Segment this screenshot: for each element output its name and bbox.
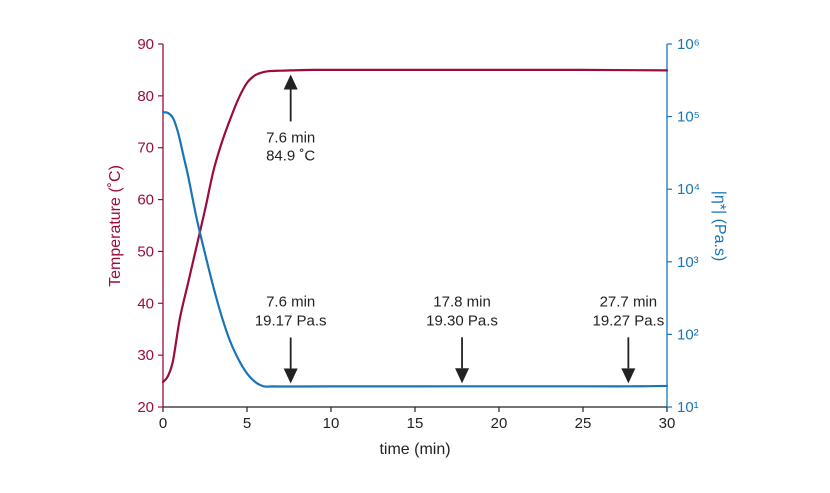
- y-right-tick-label: 10¹: [677, 399, 699, 416]
- annotation-label: 17.8 min: [433, 293, 491, 310]
- x-tick-label: 10: [323, 415, 340, 432]
- x-tick-label: 0: [159, 415, 167, 432]
- y-left-tick-label: 50: [137, 243, 154, 260]
- annotation-label: 19.17 Pa.s: [255, 312, 327, 329]
- y-right-tick-label: 10⁴: [677, 181, 700, 198]
- y-right-axis-title: |η*| (Pa.s): [711, 191, 728, 262]
- y-left-tick-label: 70: [137, 140, 154, 157]
- y-left-tick-label: 40: [137, 295, 154, 312]
- y-left-axis-title: Temperature (˚C): [107, 165, 124, 287]
- y-right-tick-label: 10⁶: [677, 36, 700, 53]
- annotation-arrow-head: [283, 368, 298, 384]
- y-left-tick-label: 90: [137, 36, 154, 53]
- y-right-tick-label: 10⁵: [677, 109, 700, 126]
- annotation: 27.7 min 19.27 Pa.s: [593, 293, 665, 384]
- temperature-series-line: [161, 68, 669, 384]
- annotation-arrow-head: [621, 368, 636, 384]
- series-layer: [161, 68, 669, 388]
- x-tick-label: 25: [575, 415, 592, 432]
- y-left-tick-label: 60: [137, 192, 154, 209]
- x-axis-title: time (min): [379, 441, 450, 458]
- x-tick-label: 5: [243, 415, 251, 432]
- annotation-label: 27.7 min: [600, 293, 658, 310]
- x-tick-label: 20: [491, 415, 508, 432]
- annotation-label: 19.30 Pa.s: [426, 312, 498, 329]
- y-left-tick-label: 20: [137, 399, 154, 416]
- x-tick-label: 30: [659, 415, 676, 432]
- annotation-label: 84.9 ˚C: [266, 147, 315, 164]
- annotation: 17.8 min 19.30 Pa.s: [426, 293, 498, 384]
- y-right-tick-label: 10²: [677, 326, 699, 343]
- y-left-tick-label: 80: [137, 88, 154, 105]
- annotation-arrow-head: [455, 368, 470, 384]
- annotation-label: 19.27 Pa.s: [593, 312, 665, 329]
- axes-layer: 0 5 10 15 20 25 30 20 30 40 50 60 70 80 90 10¹ 10² 10³ 10⁴…: [137, 36, 700, 432]
- annotation: 7.6 min 19.17 Pa.s: [255, 293, 327, 384]
- x-tick-label: 15: [407, 415, 424, 432]
- y-left-tick-label: 30: [137, 347, 154, 364]
- annotation-label: 7.6 min: [266, 293, 315, 310]
- annotation-label: 7.6 min: [266, 129, 315, 146]
- viscosity-series-line: [161, 111, 669, 388]
- y-right-tick-label: 10³: [677, 254, 699, 271]
- annotation-arrow-head: [283, 74, 298, 90]
